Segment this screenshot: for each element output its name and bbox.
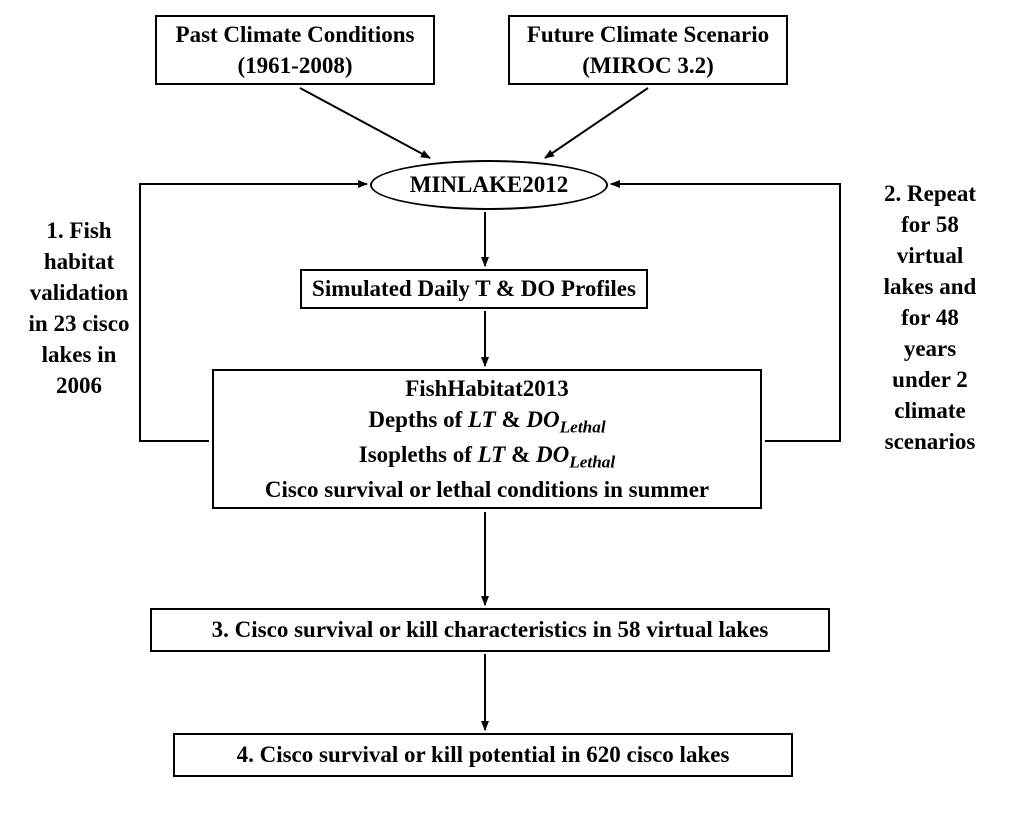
fh-l3d: DO bbox=[536, 442, 569, 467]
future-line2: (MIROC 3.2) bbox=[582, 53, 714, 78]
node-minlake: MINLAKE2012 bbox=[370, 160, 608, 210]
rl5: for 48 bbox=[901, 305, 959, 330]
node-past-climate: Past Climate Conditions (1961-2008) bbox=[155, 15, 435, 85]
fh-l3a: Isopleths of bbox=[359, 442, 478, 467]
rl2: for 58 bbox=[901, 212, 959, 237]
fh-l2b: LT bbox=[468, 407, 496, 432]
fh-l2a: Depths of bbox=[368, 407, 468, 432]
rl6: years bbox=[904, 336, 956, 361]
ll5: lakes in bbox=[42, 342, 117, 367]
fh-l1: FishHabitat2013 bbox=[405, 376, 569, 401]
side-label-right: 2. Repeat for 58 virtual lakes and for 4… bbox=[870, 178, 990, 457]
edge-past-minlake bbox=[300, 88, 430, 158]
rl4: lakes and bbox=[884, 274, 977, 299]
fh-l2d: DO bbox=[526, 407, 559, 432]
fh-l3e: Lethal bbox=[569, 453, 615, 472]
future-line1: Future Climate Scenario bbox=[527, 22, 769, 47]
node-simulated: Simulated Daily T & DO Profiles bbox=[300, 269, 648, 309]
minlake-label: MINLAKE2012 bbox=[410, 172, 568, 198]
fh-l2e: Lethal bbox=[560, 418, 606, 437]
ll6: 2006 bbox=[56, 373, 102, 398]
fh-l3c: & bbox=[505, 442, 536, 467]
ll4: in 23 cisco bbox=[29, 311, 130, 336]
node-future-climate: Future Climate Scenario (MIROC 3.2) bbox=[508, 15, 788, 85]
side-label-left: 1. Fish habitat validation in 23 cisco l… bbox=[20, 215, 138, 401]
node-fishhabitat: FishHabitat2013 Depths of LT & DOLethal … bbox=[212, 369, 762, 509]
rl1: 2. Repeat bbox=[884, 181, 976, 206]
fh-l3b: LT bbox=[478, 442, 506, 467]
ll1: 1. Fish bbox=[46, 218, 111, 243]
ll2: habitat bbox=[44, 249, 114, 274]
rl9: scenarios bbox=[885, 429, 976, 454]
flowchart-canvas: Past Climate Conditions (1961-2008) Futu… bbox=[0, 0, 1024, 836]
past-line2: (1961-2008) bbox=[238, 53, 353, 78]
node-step3: 3. Cisco survival or kill characteristic… bbox=[150, 608, 830, 652]
node-step4: 4. Cisco survival or kill potential in 6… bbox=[173, 733, 793, 777]
step4-label: 4. Cisco survival or kill potential in 6… bbox=[237, 739, 730, 770]
fh-l2c: & bbox=[496, 407, 527, 432]
ll3: validation bbox=[30, 280, 128, 305]
rl8: climate bbox=[894, 398, 966, 423]
simulated-label: Simulated Daily T & DO Profiles bbox=[312, 273, 636, 304]
step3-label: 3. Cisco survival or kill characteristic… bbox=[212, 614, 769, 645]
fh-l4: Cisco survival or lethal conditions in s… bbox=[265, 477, 709, 502]
rl3: virtual bbox=[897, 243, 963, 268]
past-line1: Past Climate Conditions bbox=[176, 22, 415, 47]
rl7: under 2 bbox=[892, 367, 968, 392]
edge-future-minlake bbox=[545, 88, 648, 158]
